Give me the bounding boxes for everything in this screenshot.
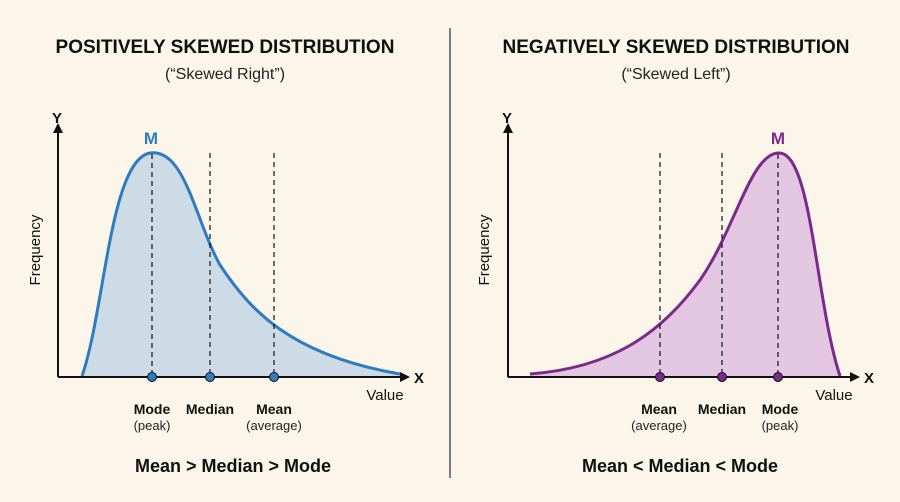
median-point <box>717 372 727 382</box>
mean-point <box>655 372 665 382</box>
panel-title: NEGATIVELY SKEWED DISTRIBUTION <box>503 37 850 58</box>
y-axis-label: Frequency <box>476 214 493 285</box>
x-axis-label: Value <box>815 387 852 404</box>
relation-text: Mean < Median < Mode <box>582 456 778 476</box>
marker-label: Mean <box>256 401 292 417</box>
distribution-curve <box>80 151 401 377</box>
marker-label: Median <box>698 401 746 417</box>
x-axis-label: Value <box>366 387 403 404</box>
y-axis-letter: Y <box>502 110 512 127</box>
marker-label: Median <box>186 401 234 417</box>
median-point <box>205 372 215 382</box>
positive-skew-panel: POSITIVELY SKEWED DISTRIBUTION (“Skewed … <box>27 37 424 476</box>
negative-skew-panel: NEGATIVELY SKEWED DISTRIBUTION (“Skewed … <box>476 37 874 476</box>
relation-text: Mean > Median > Mode <box>135 456 331 476</box>
x-axis-letter: X <box>414 370 424 387</box>
distribution-fill <box>82 152 400 376</box>
mode-point <box>147 372 157 382</box>
marker-note: (peak) <box>762 418 799 433</box>
distribution-fill <box>530 152 840 376</box>
marker-note: (peak) <box>134 418 171 433</box>
distribution-curve <box>529 151 842 377</box>
marker-note: (average) <box>631 418 687 433</box>
marker-label: Mode <box>134 401 171 417</box>
y-axis-label: Frequency <box>27 214 44 285</box>
x-axis-letter: X <box>864 370 874 387</box>
panel-subtitle: (“Skewed Left”) <box>621 66 730 83</box>
marker-label: Mode <box>762 401 799 417</box>
panel-title: POSITIVELY SKEWED DISTRIBUTION <box>56 37 395 58</box>
mean-point <box>269 372 279 382</box>
panel-subtitle: (“Skewed Right”) <box>165 66 285 83</box>
marker-label: Mean <box>641 401 677 417</box>
marker-note: (average) <box>246 418 302 433</box>
y-axis-letter: Y <box>52 110 62 127</box>
peak-label: M <box>144 129 158 148</box>
peak-label: M <box>771 129 785 148</box>
mode-point <box>773 372 783 382</box>
